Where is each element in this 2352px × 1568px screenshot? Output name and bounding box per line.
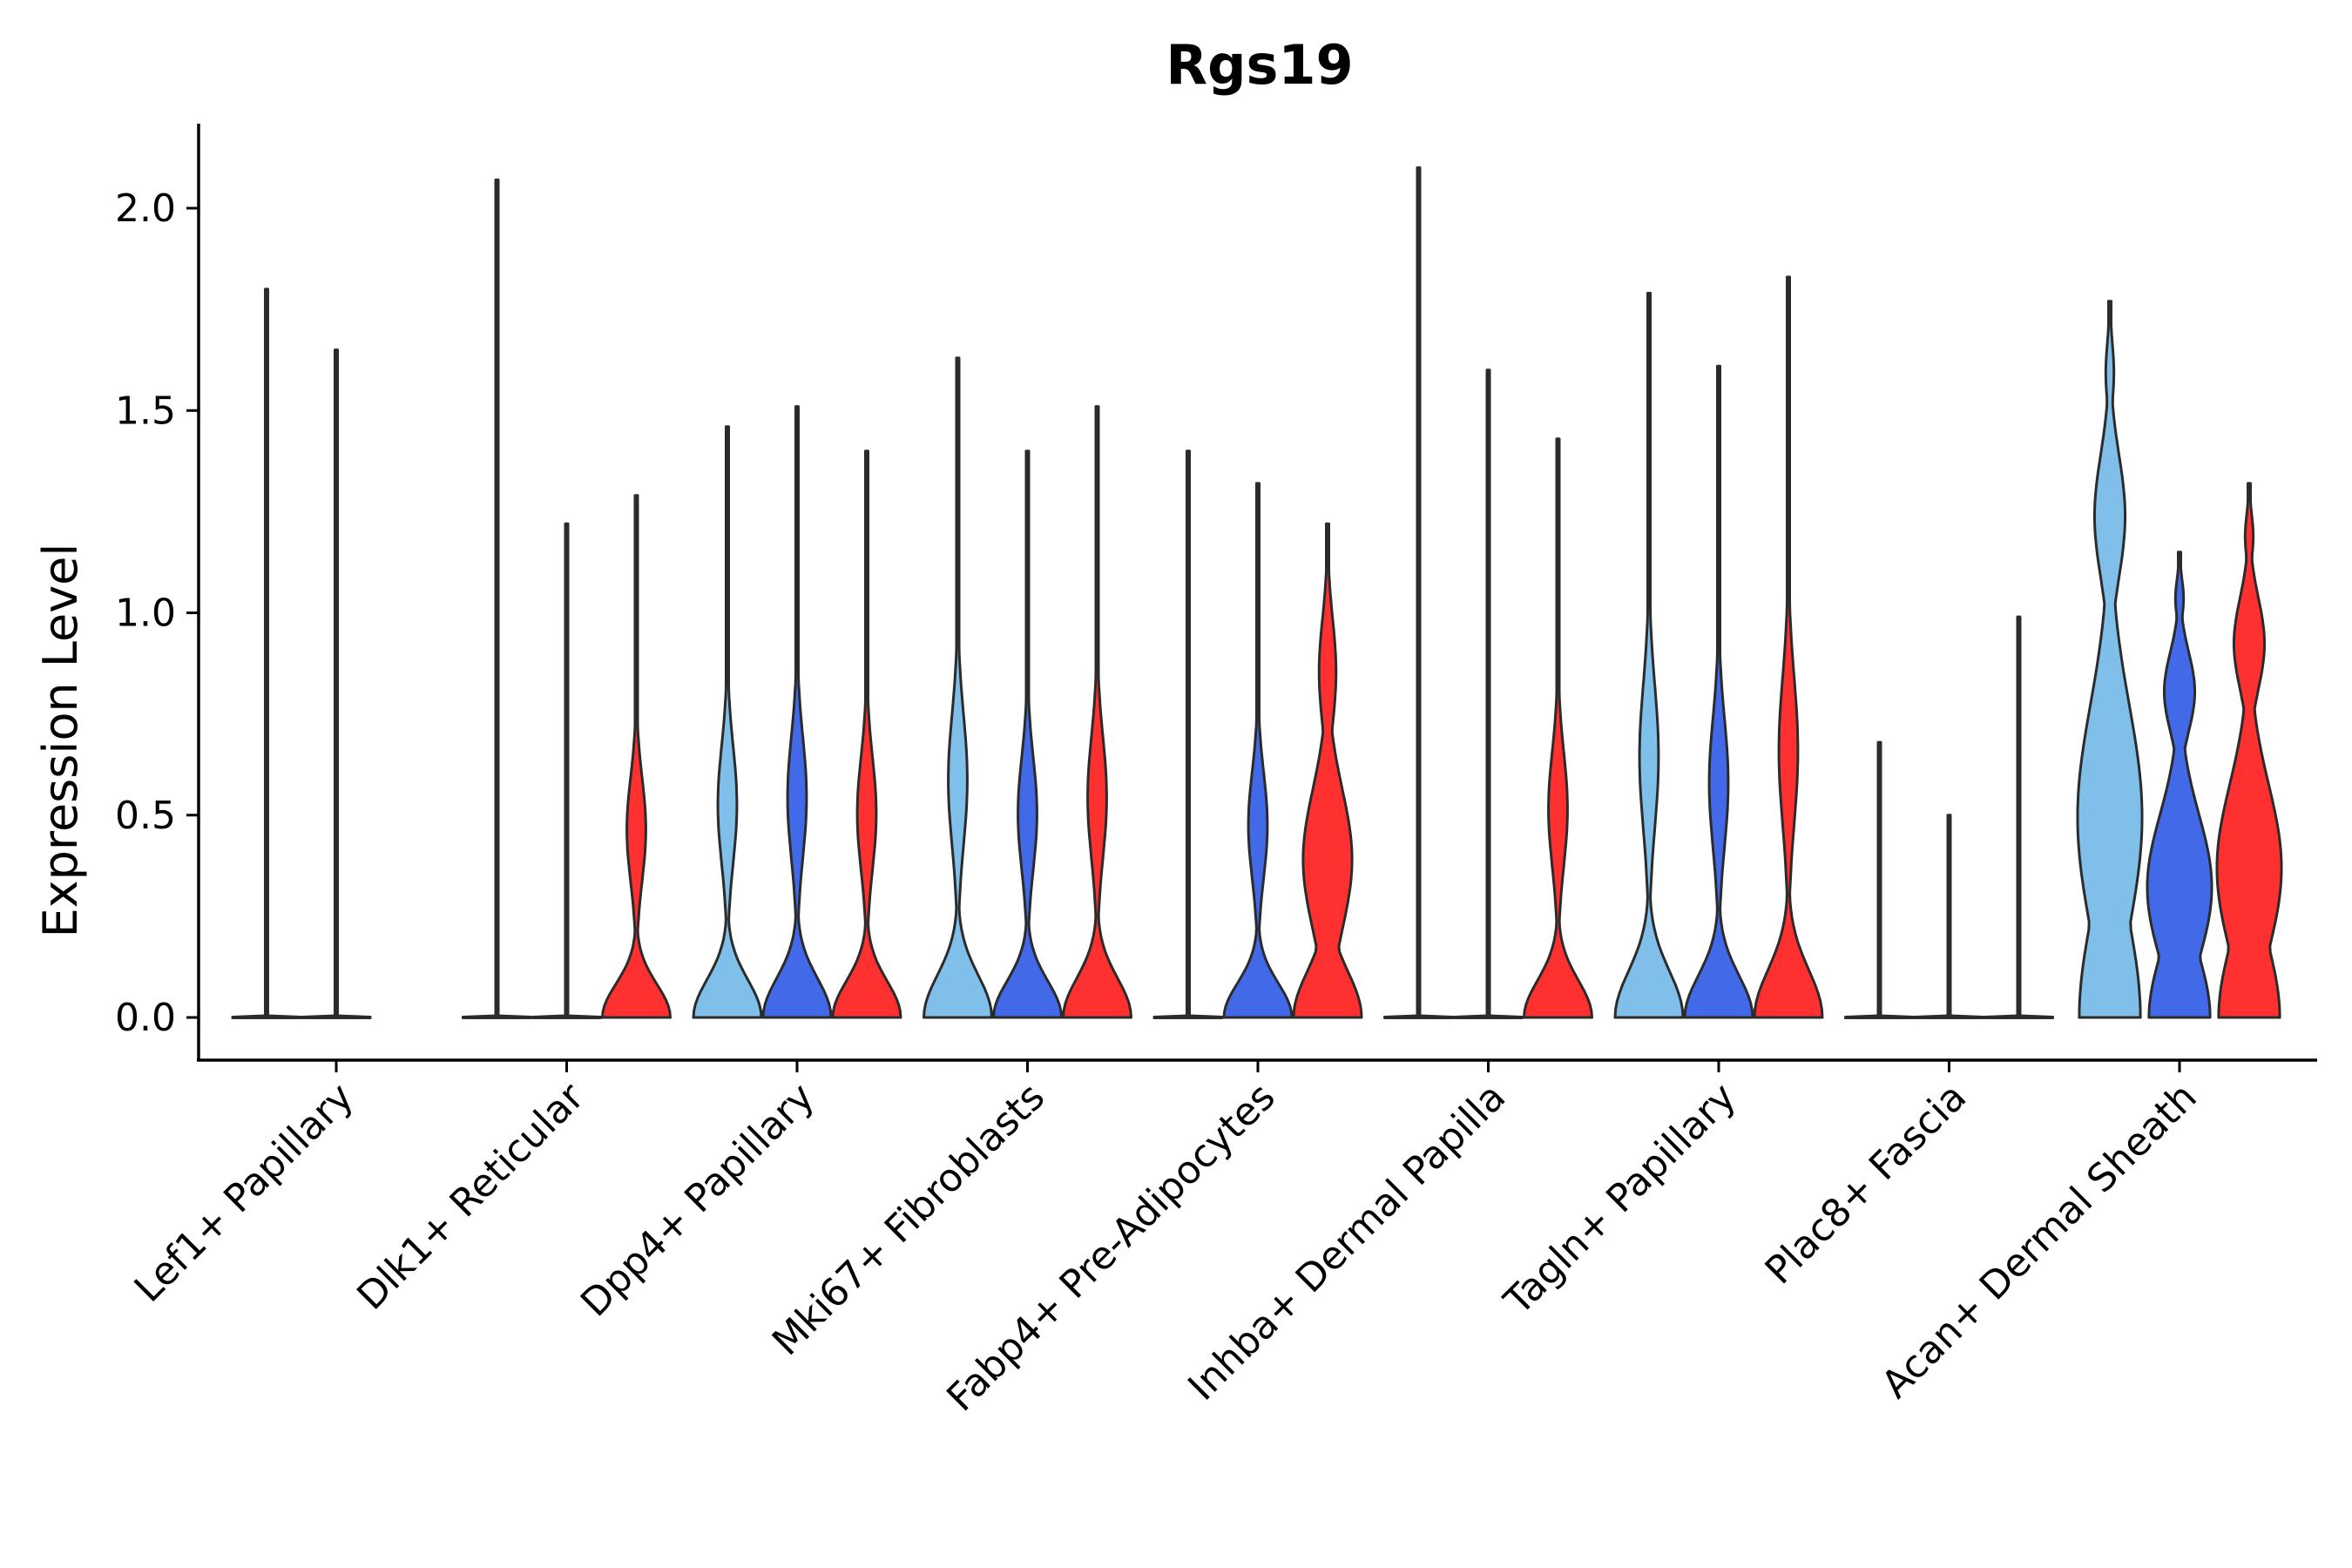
violin-2-5: [1453, 368, 1524, 1019]
violin-1-2: [692, 425, 763, 1019]
violin-1-3: [923, 356, 993, 1019]
violin-2-6: [1683, 364, 1754, 1019]
violin-3-1: [601, 494, 672, 1019]
y-tick-label: 2.0: [115, 186, 176, 231]
violin-3-6: [1753, 275, 1824, 1019]
violin-2-0: [301, 348, 372, 1019]
violin-2-8: [2146, 551, 2213, 1019]
plot-area: [231, 166, 2283, 1019]
violin-2-4: [1222, 482, 1294, 1019]
violin-2-7: [1914, 814, 1984, 1019]
x-tick-label: Plac8+ Fascia: [1757, 1075, 1976, 1294]
violin-3-4: [1292, 522, 1363, 1019]
x-tick-label: Tagln+ Papillary: [1496, 1075, 1745, 1324]
x-tick-label: Dpp4+ Papillary: [572, 1075, 823, 1326]
y-axis-ticks: 0.0 0.5 1.0 1.5 2.0: [115, 186, 199, 1040]
x-tick-label: Lef1+ Papillary: [126, 1075, 362, 1311]
y-tick-label: 1.5: [115, 389, 176, 433]
violin-1-6: [1613, 292, 1685, 1019]
violin-3-2: [831, 449, 902, 1019]
y-tick-label: 1.0: [115, 591, 176, 636]
violin-1-0: [231, 287, 302, 1019]
violin-2-3: [992, 449, 1063, 1019]
violin-1-1: [462, 178, 532, 1019]
violin-1-7: [1844, 740, 1915, 1019]
violin-2-2: [761, 405, 833, 1019]
violin-1-8: [2076, 300, 2144, 1019]
violin-3-5: [1523, 437, 1593, 1019]
x-tick-label: Dlk1+ Reticular: [348, 1074, 593, 1319]
chart-title: Rgs19: [1166, 33, 1353, 97]
y-tick-label: 0.5: [115, 794, 176, 838]
violin-3-7: [1984, 615, 2054, 1019]
y-tick-label: 0.0: [115, 996, 176, 1040]
violin-3-3: [1062, 405, 1132, 1019]
violin-3-8: [2215, 482, 2283, 1019]
y-axis-label: Expression Level: [33, 544, 88, 938]
violin-1-5: [1383, 166, 1454, 1019]
violin-2-1: [531, 522, 602, 1019]
violin-1-4: [1152, 449, 1224, 1019]
